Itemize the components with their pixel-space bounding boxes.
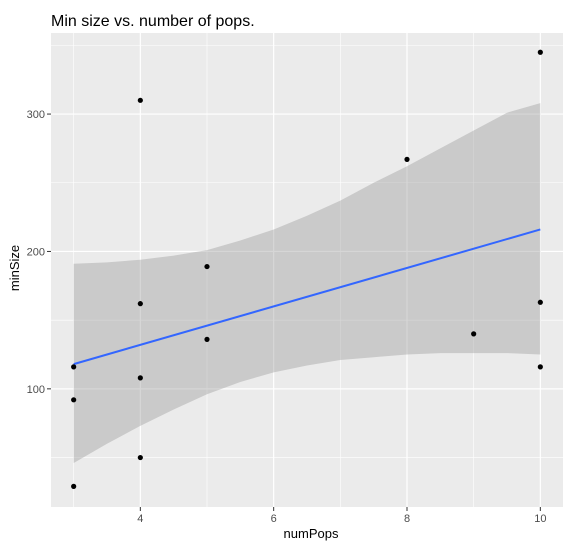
grid-major: [51, 33, 563, 507]
data-point: [71, 397, 77, 403]
confidence-band: [73, 103, 541, 463]
data-point: [204, 263, 210, 270]
y-tick-label: 300: [27, 109, 45, 121]
data-point: [471, 331, 477, 337]
x-tick-label: 8: [404, 513, 410, 525]
y-axis-ticks: 100 200 300: [27, 109, 51, 396]
data-point: [537, 299, 543, 305]
chart-title: Min size vs. number of pops.: [51, 13, 255, 30]
data-point: [537, 49, 543, 55]
data-point: [137, 454, 143, 461]
y-tick-label: 200: [27, 246, 45, 258]
data-point: [71, 483, 77, 489]
x-tick-label: 6: [271, 513, 277, 525]
y-axis-title: minSize: [7, 245, 22, 291]
data-point: [137, 375, 143, 381]
y-tick-label: 100: [27, 384, 45, 396]
data-point: [137, 97, 143, 103]
data-points: [71, 49, 543, 489]
x-tick-label: 10: [534, 513, 546, 525]
x-tick-label: 4: [137, 513, 143, 525]
data-point: [404, 156, 410, 162]
plot-panel: [51, 33, 563, 507]
data-point: [204, 336, 210, 342]
data-point: [537, 364, 543, 370]
x-axis-ticks: 4 6 8 10: [137, 507, 546, 525]
data-point: [137, 301, 143, 307]
grid-minor: [51, 33, 563, 507]
data-point: [71, 364, 77, 370]
regression-line: [73, 228, 541, 366]
x-axis-title: numPops: [284, 526, 339, 541]
